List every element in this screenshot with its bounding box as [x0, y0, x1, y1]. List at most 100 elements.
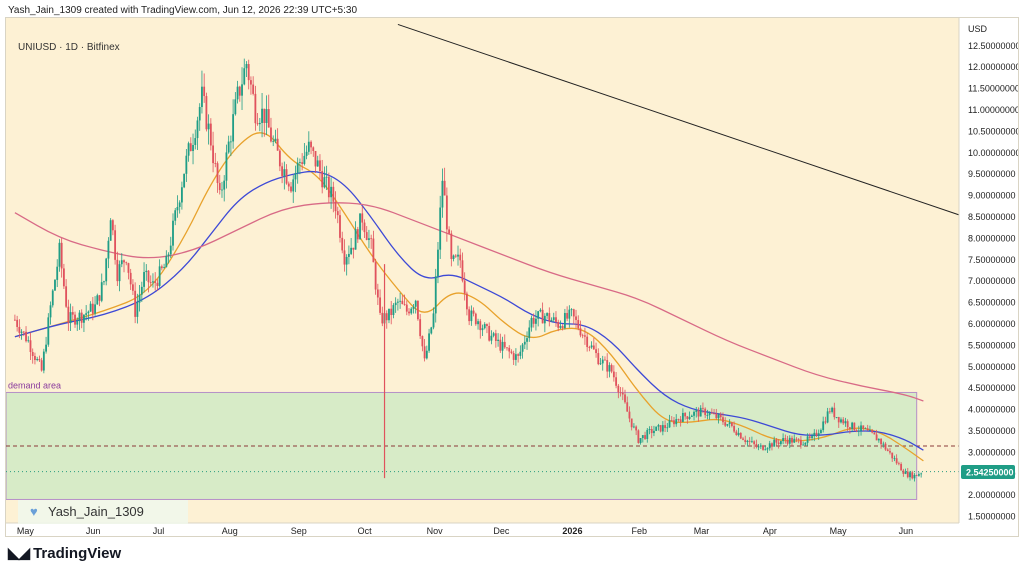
candle[interactable]: [25, 326, 27, 343]
candle[interactable]: [196, 116, 199, 150]
candle[interactable]: [762, 444, 764, 451]
candle[interactable]: [864, 427, 867, 430]
candle[interactable]: [165, 250, 168, 268]
candle[interactable]: [628, 406, 631, 423]
candle[interactable]: [27, 336, 30, 343]
candle[interactable]: [886, 448, 889, 452]
candle[interactable]: [508, 345, 511, 359]
candle[interactable]: [552, 312, 555, 323]
candle[interactable]: [592, 337, 595, 350]
candle[interactable]: [347, 245, 350, 265]
candle[interactable]: [225, 144, 228, 189]
candle[interactable]: [129, 268, 132, 290]
candle[interactable]: [768, 440, 771, 451]
candle[interactable]: [134, 282, 137, 324]
candle[interactable]: [909, 470, 911, 481]
candle[interactable]: [401, 295, 404, 305]
candle[interactable]: [775, 437, 778, 446]
candle[interactable]: [911, 470, 914, 480]
candle[interactable]: [247, 59, 250, 90]
candle[interactable]: [808, 433, 811, 441]
candle[interactable]: [637, 429, 640, 444]
candle[interactable]: [109, 218, 112, 241]
candle[interactable]: [80, 309, 83, 329]
candle[interactable]: [675, 414, 678, 427]
candle[interactable]: [708, 411, 711, 420]
candle[interactable]: [339, 209, 341, 243]
candle[interactable]: [630, 418, 633, 431]
candle[interactable]: [154, 272, 157, 291]
candle[interactable]: [559, 320, 562, 330]
candle[interactable]: [893, 455, 896, 462]
candle[interactable]: [555, 311, 557, 327]
candle[interactable]: [85, 305, 88, 321]
candle[interactable]: [390, 300, 393, 325]
candle[interactable]: [733, 421, 736, 434]
candle[interactable]: [412, 304, 415, 314]
candle[interactable]: [47, 313, 50, 347]
candle[interactable]: [577, 315, 580, 331]
candle[interactable]: [98, 295, 101, 307]
candle[interactable]: [612, 365, 615, 382]
candle[interactable]: [862, 425, 865, 432]
candle[interactable]: [87, 310, 90, 321]
candle[interactable]: [327, 172, 330, 203]
candle[interactable]: [207, 114, 210, 145]
candle[interactable]: [918, 472, 920, 477]
candle[interactable]: [690, 414, 693, 418]
candle[interactable]: [764, 445, 767, 451]
candle[interactable]: [653, 425, 655, 437]
candle[interactable]: [644, 431, 646, 441]
candle[interactable]: [290, 181, 292, 193]
candle[interactable]: [60, 238, 63, 278]
candle[interactable]: [450, 230, 453, 267]
candle[interactable]: [891, 452, 894, 462]
candle[interactable]: [621, 387, 624, 401]
candle[interactable]: [521, 343, 524, 359]
candle[interactable]: [831, 406, 833, 414]
candle[interactable]: [566, 306, 569, 322]
candle[interactable]: [439, 195, 442, 259]
candle[interactable]: [503, 334, 506, 349]
candle[interactable]: [20, 329, 23, 340]
candle[interactable]: [497, 333, 499, 347]
candle[interactable]: [659, 425, 662, 433]
candle[interactable]: [913, 473, 916, 482]
candle[interactable]: [430, 326, 433, 335]
candle[interactable]: [405, 300, 408, 316]
candle[interactable]: [421, 335, 424, 352]
candle[interactable]: [884, 442, 887, 451]
candle[interactable]: [374, 258, 377, 295]
candle[interactable]: [677, 418, 680, 422]
candle[interactable]: [702, 402, 704, 414]
candle[interactable]: [359, 213, 361, 240]
candle[interactable]: [414, 299, 417, 314]
candle[interactable]: [828, 407, 831, 414]
candle[interactable]: [437, 241, 439, 284]
candle[interactable]: [670, 416, 673, 422]
candle[interactable]: [198, 103, 201, 131]
candle[interactable]: [192, 133, 194, 165]
candle[interactable]: [693, 410, 695, 421]
candle[interactable]: [648, 426, 651, 435]
candle[interactable]: [42, 348, 45, 374]
candle[interactable]: [56, 259, 59, 288]
candle[interactable]: [212, 131, 214, 173]
candle[interactable]: [755, 439, 758, 449]
candle[interactable]: [820, 428, 822, 434]
candle[interactable]: [699, 405, 702, 417]
candle[interactable]: [751, 436, 753, 443]
candle[interactable]: [408, 308, 410, 316]
candle[interactable]: [895, 454, 898, 465]
candle[interactable]: [149, 275, 152, 287]
candle[interactable]: [639, 437, 642, 445]
candle[interactable]: [494, 329, 497, 348]
candle[interactable]: [532, 313, 535, 328]
candle[interactable]: [428, 328, 430, 353]
candle[interactable]: [535, 310, 537, 331]
candle[interactable]: [69, 303, 72, 331]
candle[interactable]: [506, 347, 508, 351]
candle[interactable]: [51, 289, 54, 308]
candle[interactable]: [624, 389, 626, 404]
candle[interactable]: [283, 161, 286, 190]
